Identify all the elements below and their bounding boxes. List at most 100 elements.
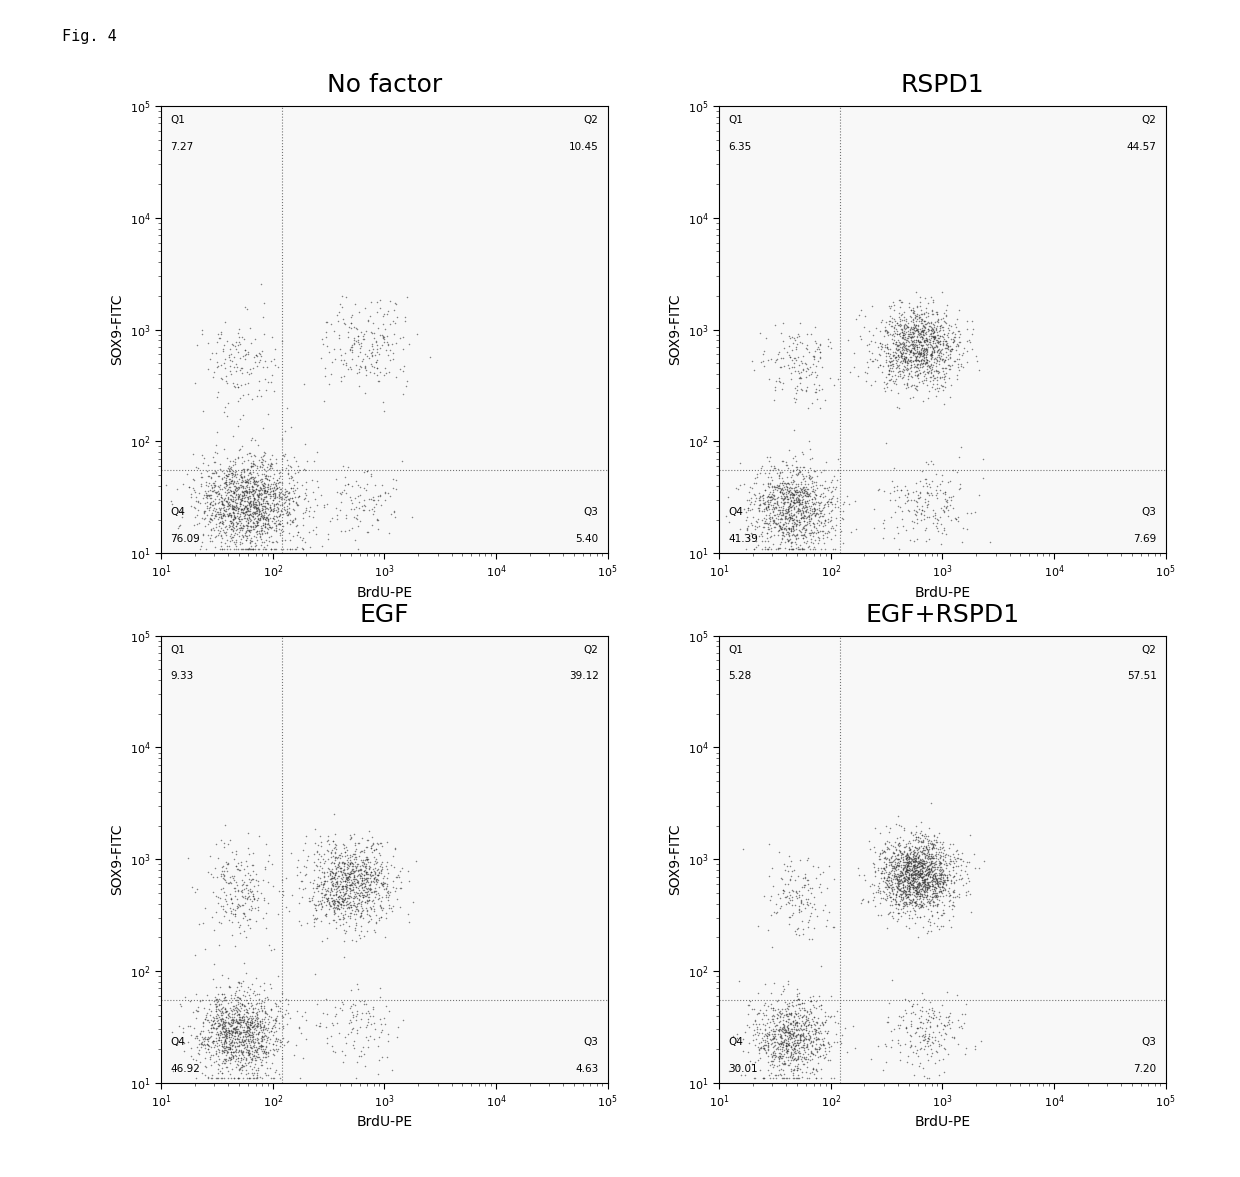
Point [237, 1017, 257, 1036]
Point [393, 1011, 413, 1030]
Point [322, 1037, 342, 1056]
Point [291, 887, 311, 906]
Point [899, 905, 919, 924]
Point [745, 520, 765, 539]
Point [188, 484, 208, 503]
Point [908, 866, 928, 885]
Point [910, 876, 930, 895]
Point [366, 884, 386, 903]
Point [331, 879, 351, 898]
Point [904, 852, 924, 871]
Point [806, 1039, 826, 1058]
Point [268, 499, 288, 518]
Point [784, 450, 804, 468]
Point [223, 1000, 243, 1019]
Point [389, 867, 409, 886]
Point [858, 892, 878, 911]
Point [231, 513, 250, 532]
Point [806, 1030, 826, 1049]
Point [870, 355, 890, 374]
Point [901, 860, 921, 879]
Point [260, 454, 280, 473]
Point [785, 1002, 805, 1020]
Point [316, 328, 336, 347]
Point [903, 847, 923, 866]
Point [901, 330, 921, 348]
Point [213, 1053, 233, 1072]
Point [238, 539, 258, 558]
Point [329, 880, 348, 899]
Point [906, 880, 926, 899]
Point [905, 893, 925, 912]
Point [317, 831, 337, 850]
Point [268, 474, 288, 493]
Point [789, 1013, 808, 1032]
Point [336, 896, 356, 915]
Point [255, 499, 275, 518]
Point [794, 919, 813, 938]
Point [330, 340, 350, 359]
Point [826, 508, 846, 527]
Point [379, 883, 399, 902]
Point [216, 1008, 236, 1026]
Point [780, 1026, 800, 1045]
Point [233, 496, 253, 514]
Point [228, 378, 248, 397]
Point [776, 499, 796, 518]
Point [909, 853, 929, 872]
Point [911, 896, 931, 915]
Point [920, 324, 940, 343]
Point [353, 496, 373, 514]
Point [899, 501, 919, 520]
Point [224, 508, 244, 527]
Point [879, 312, 899, 331]
Point [947, 358, 967, 377]
Point [308, 875, 327, 893]
Point [908, 877, 928, 896]
Point [262, 511, 281, 530]
Point [200, 350, 219, 368]
Point [379, 886, 399, 905]
Point [770, 539, 790, 558]
Point [887, 865, 906, 884]
Point [206, 476, 226, 494]
Point [779, 508, 799, 527]
Point [913, 844, 932, 863]
Point [893, 852, 913, 871]
Point [790, 1028, 810, 1046]
Point [343, 877, 363, 896]
Point [781, 327, 801, 346]
Point [348, 872, 368, 891]
Point [926, 849, 946, 867]
Point [900, 530, 920, 548]
Point [950, 479, 970, 498]
Point [771, 1019, 791, 1038]
Point [249, 993, 269, 1012]
Point [915, 352, 935, 371]
Point [920, 856, 940, 875]
Point [870, 845, 890, 864]
Point [334, 351, 353, 370]
Point [932, 851, 952, 870]
Point [207, 1002, 227, 1020]
Point [905, 331, 925, 350]
Point [231, 1064, 250, 1083]
Point [257, 988, 277, 1006]
Point [201, 526, 221, 545]
Point [766, 508, 786, 527]
Point [806, 504, 826, 523]
Point [226, 534, 246, 553]
Point [224, 525, 244, 544]
Point [878, 364, 898, 383]
Point [378, 1032, 398, 1051]
Point [940, 360, 960, 379]
Point [965, 1037, 985, 1056]
Point [796, 1036, 816, 1055]
Point [336, 890, 356, 909]
Point [924, 857, 944, 876]
Point [765, 1045, 785, 1064]
Point [892, 344, 911, 363]
Point [243, 1032, 263, 1051]
Point [816, 524, 836, 543]
Point [329, 889, 348, 907]
